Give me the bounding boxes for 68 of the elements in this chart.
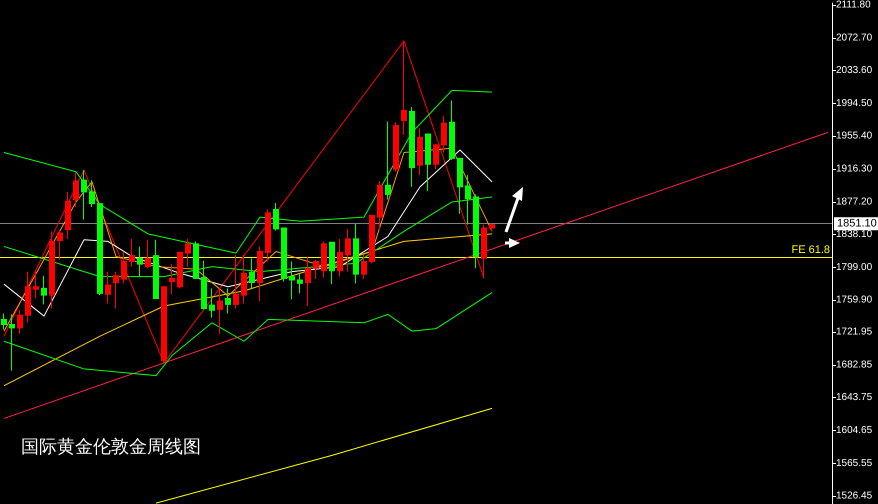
candlestick: [185, 238, 191, 268]
candlestick: [145, 239, 151, 269]
candlestick: [369, 214, 375, 264]
candlestick: [265, 209, 271, 262]
candlestick: [257, 246, 263, 302]
candlestick: [305, 256, 311, 307]
candlestick: [321, 240, 327, 278]
candlestick: [441, 115, 447, 153]
text: 国际黄金伦敦金周线图: [21, 436, 201, 458]
ref-line-label: 1851.10: [837, 218, 877, 230]
line-series: [4, 40, 484, 364]
candlestick: [393, 122, 399, 172]
candlestick: [417, 128, 423, 176]
y-tick-label: 1643.75: [836, 392, 873, 404]
candlestick: [433, 144, 439, 170]
candlestick: [33, 270, 39, 299]
candlestick: [489, 223, 495, 232]
candlestick: [425, 134, 431, 192]
candlestick: [73, 172, 79, 208]
candlestick: [65, 191, 71, 240]
candlestick: [17, 310, 23, 334]
candlestick: [361, 254, 367, 280]
y-tick-label: 1916.30: [836, 164, 873, 175]
y-tick-label: 1955.40: [836, 130, 873, 142]
candlestick: [273, 202, 279, 232]
y-tick-label: 2111.80: [836, 0, 872, 10]
candlestick: [57, 229, 63, 260]
candlestick: [177, 250, 183, 289]
line-series: [4, 292, 492, 376]
candlestick: [129, 238, 135, 268]
y-tick-label: 1721.95: [836, 326, 873, 338]
candlestick: [313, 259, 319, 280]
y-tick-label: 1565.55: [836, 458, 873, 469]
candlestick: [241, 254, 247, 304]
y-tick-label: 1759.90: [836, 294, 873, 306]
candlestick: [121, 250, 127, 284]
candlestick: [449, 100, 455, 161]
y-tick-label: 1526.45: [836, 490, 873, 502]
candlestick: [9, 314, 15, 372]
candlestick: [49, 230, 55, 310]
candlestick: [105, 271, 111, 304]
candlestick: [377, 180, 383, 230]
candlestick: [385, 120, 391, 200]
candlestick: [345, 228, 351, 272]
candlestick: [217, 288, 223, 334]
candlestick: [337, 238, 343, 278]
candlestick: [233, 254, 239, 310]
candlestick: [297, 274, 303, 294]
candlestick: [225, 288, 231, 314]
candlestick: [1, 313, 7, 330]
candlestick: [81, 170, 87, 220]
ref-line-label: FE 61.8: [791, 244, 830, 256]
candlestick: [169, 264, 175, 295]
candlestick: [41, 275, 47, 305]
candlestick: [89, 180, 95, 208]
y-tick-label: 1682.85: [836, 359, 873, 370]
candlestick: [113, 271, 119, 310]
y-tick-label: 1838.10: [836, 229, 873, 240]
y-tick-label: 1799.00: [836, 262, 873, 273]
candlestick: [25, 271, 31, 324]
y-tick-label: 1604.65: [836, 424, 873, 436]
candlestick: [209, 288, 215, 318]
y-tick-label: 1994.50: [836, 98, 873, 109]
y-tick-label: 2072.70: [836, 32, 873, 44]
y-tick-label: 2033.60: [836, 65, 873, 76]
candlestick: [409, 106, 415, 188]
y-tick-label: 1877.20: [836, 196, 873, 208]
line-series: [4, 233, 492, 386]
